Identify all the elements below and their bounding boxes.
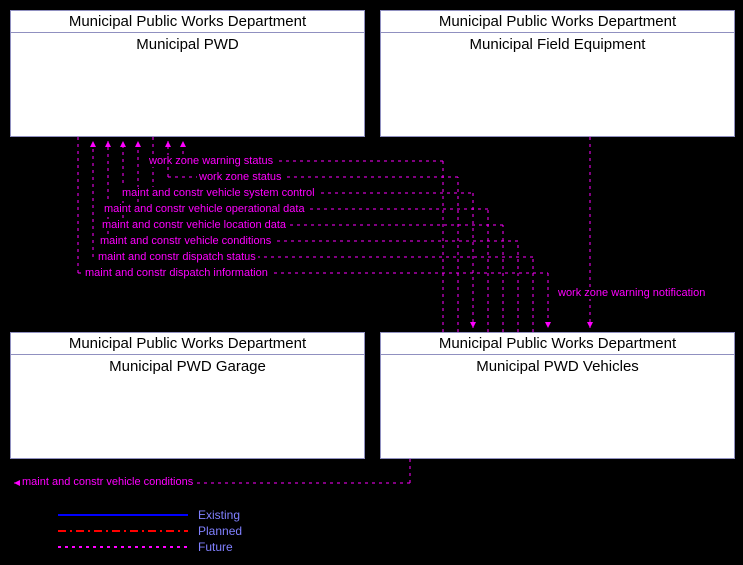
flow-label: maint and constr dispatch status xyxy=(96,251,258,263)
flow-label: work zone status xyxy=(197,171,284,183)
box-title: Municipal PWD Vehicles xyxy=(381,355,734,375)
box-pwd-vehicles: Municipal Public Works Department Munici… xyxy=(380,332,735,459)
legend-row-planned: Planned xyxy=(58,523,242,539)
legend: Existing Planned Future xyxy=(58,507,242,555)
legend-row-future: Future xyxy=(58,539,242,555)
legend-label-future: Future xyxy=(198,540,233,554)
legend-line-existing xyxy=(58,514,188,516)
box-municipal-pwd: Municipal Public Works Department Munici… xyxy=(10,10,365,137)
legend-label-existing: Existing xyxy=(198,508,240,522)
box-field-equipment: Municipal Public Works Department Munici… xyxy=(380,10,735,137)
box-header: Municipal Public Works Department xyxy=(381,333,734,355)
box-title: Municipal Field Equipment xyxy=(381,33,734,53)
box-pwd-garage: Municipal Public Works Department Munici… xyxy=(10,332,365,459)
flow-label: maint and constr vehicle operational dat… xyxy=(102,203,307,215)
flow-label: maint and constr vehicle system control xyxy=(120,187,317,199)
flow-label: maint and constr vehicle conditions xyxy=(98,235,273,247)
legend-line-future xyxy=(58,546,188,548)
flow-label-bottom: maint and constr vehicle conditions xyxy=(20,476,195,488)
box-header: Municipal Public Works Department xyxy=(11,333,364,355)
box-title: Municipal PWD Garage xyxy=(11,355,364,375)
flow-label: work zone warning status xyxy=(147,155,275,167)
flow-label: maint and constr vehicle location data xyxy=(100,219,288,231)
box-title: Municipal PWD xyxy=(11,33,364,53)
box-header: Municipal Public Works Department xyxy=(11,11,364,33)
legend-row-existing: Existing xyxy=(58,507,242,523)
flow-label-right: work zone warning notification xyxy=(556,287,707,299)
box-header: Municipal Public Works Department xyxy=(381,11,734,33)
legend-line-planned xyxy=(58,530,188,532)
legend-label-planned: Planned xyxy=(198,524,242,538)
flow-label: maint and constr dispatch information xyxy=(83,267,270,279)
